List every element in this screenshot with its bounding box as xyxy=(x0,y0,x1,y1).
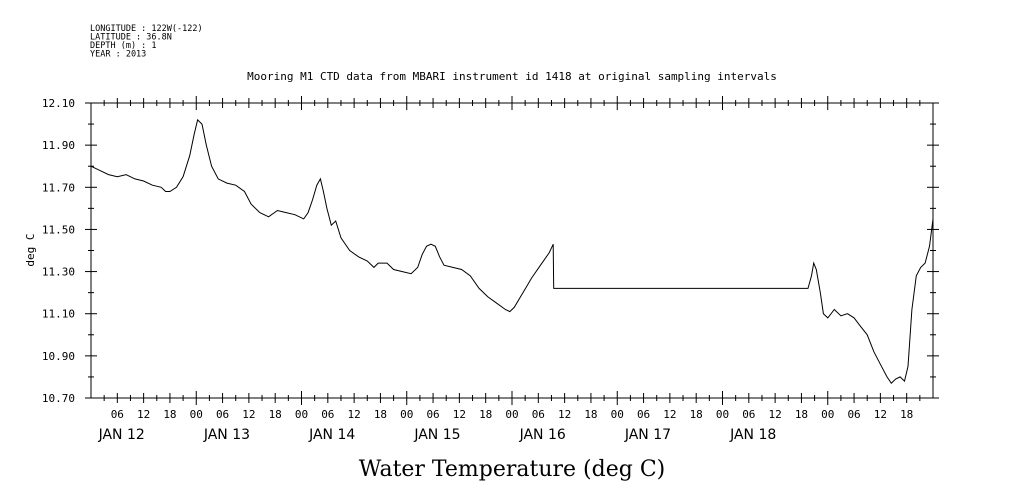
x-hour-label: 00 xyxy=(400,408,413,421)
y-tick-label: 10.90 xyxy=(42,350,75,363)
x-hour-label: 06 xyxy=(111,408,124,421)
header-line: LATITUDE : 36.8N xyxy=(90,33,172,43)
x-hour-label: 12 xyxy=(874,408,887,421)
metadata-header: LONGITUDE : 122W(-122)LATITUDE : 36.8NDE… xyxy=(90,24,203,60)
x-hour-label: 00 xyxy=(821,408,834,421)
header-line: LONGITUDE : 122W(-122) xyxy=(90,24,203,34)
x-hour-label: 06 xyxy=(321,408,334,421)
chart-title: Mooring M1 CTD data from MBARI instrumen… xyxy=(247,70,777,83)
x-hour-label: 18 xyxy=(584,408,597,421)
x-axis: 06 12 18 00 06 12 18 00 06 12 18 00 06 12 18 00 06 12 18 00… xyxy=(98,96,921,443)
x-hour-label: 18 xyxy=(795,408,808,421)
y-tick-label: 11.90 xyxy=(42,139,75,152)
y-tick-label: 12.10 xyxy=(42,97,75,110)
x-day-label: JAN 15 xyxy=(413,427,460,443)
x-hour-label: 00 xyxy=(611,408,624,421)
x-hour-label: 06 xyxy=(637,408,650,421)
x-hour-label: 06 xyxy=(532,408,545,421)
x-hour-label: 12 xyxy=(453,408,466,421)
x-day-label: JAN 17 xyxy=(624,427,671,443)
x-hour-label: 18 xyxy=(374,408,387,421)
x-hour-label: 00 xyxy=(716,408,729,421)
x-hour-label: 00 xyxy=(505,408,518,421)
x-hour-label: 06 xyxy=(426,408,439,421)
y-tick-label: 11.70 xyxy=(42,181,75,194)
temperature-series-line xyxy=(90,118,934,384)
plot-frame xyxy=(90,102,934,399)
y-tick-label: 11.50 xyxy=(42,223,75,236)
y-tick-label: 11.30 xyxy=(42,266,75,279)
x-day-label: JAN 14 xyxy=(308,427,355,443)
x-hour-label: 12 xyxy=(348,408,361,421)
header-line: DEPTH (m) : 1 xyxy=(90,41,157,51)
x-hour-label: 06 xyxy=(847,408,860,421)
x-hour-label: 18 xyxy=(479,408,492,421)
y-axis-label: deg C xyxy=(24,233,37,266)
x-hour-label: 00 xyxy=(295,408,308,421)
x-hour-label: 12 xyxy=(242,408,255,421)
x-hour-label: 18 xyxy=(690,408,703,421)
y-tick-label: 10.70 xyxy=(42,392,75,405)
y-tick-label: 11.10 xyxy=(42,308,75,321)
x-hour-label: 06 xyxy=(216,408,229,421)
x-hour-label: 18 xyxy=(900,408,913,421)
x-day-label: JAN 12 xyxy=(98,427,145,443)
x-day-label: JAN 18 xyxy=(729,427,776,443)
x-hour-label: 12 xyxy=(558,408,571,421)
x-hour-label: 00 xyxy=(190,408,203,421)
x-axis-label: Water Temperature (deg C) xyxy=(359,457,666,482)
x-day-label: JAN 16 xyxy=(519,427,566,443)
x-hour-label: 06 xyxy=(742,408,755,421)
x-hour-label: 12 xyxy=(663,408,676,421)
header-line: YEAR : 2013 xyxy=(90,50,146,60)
x-hour-label: 18 xyxy=(163,408,176,421)
y-axis: 12.10 11.90 11.70 11.50 11.30 11.10 10.90 10.70 xyxy=(42,97,939,405)
x-hour-label: 18 xyxy=(269,408,282,421)
x-hour-label: 12 xyxy=(137,408,150,421)
x-hour-label: 12 xyxy=(769,408,782,421)
x-day-label: JAN 13 xyxy=(203,427,250,443)
